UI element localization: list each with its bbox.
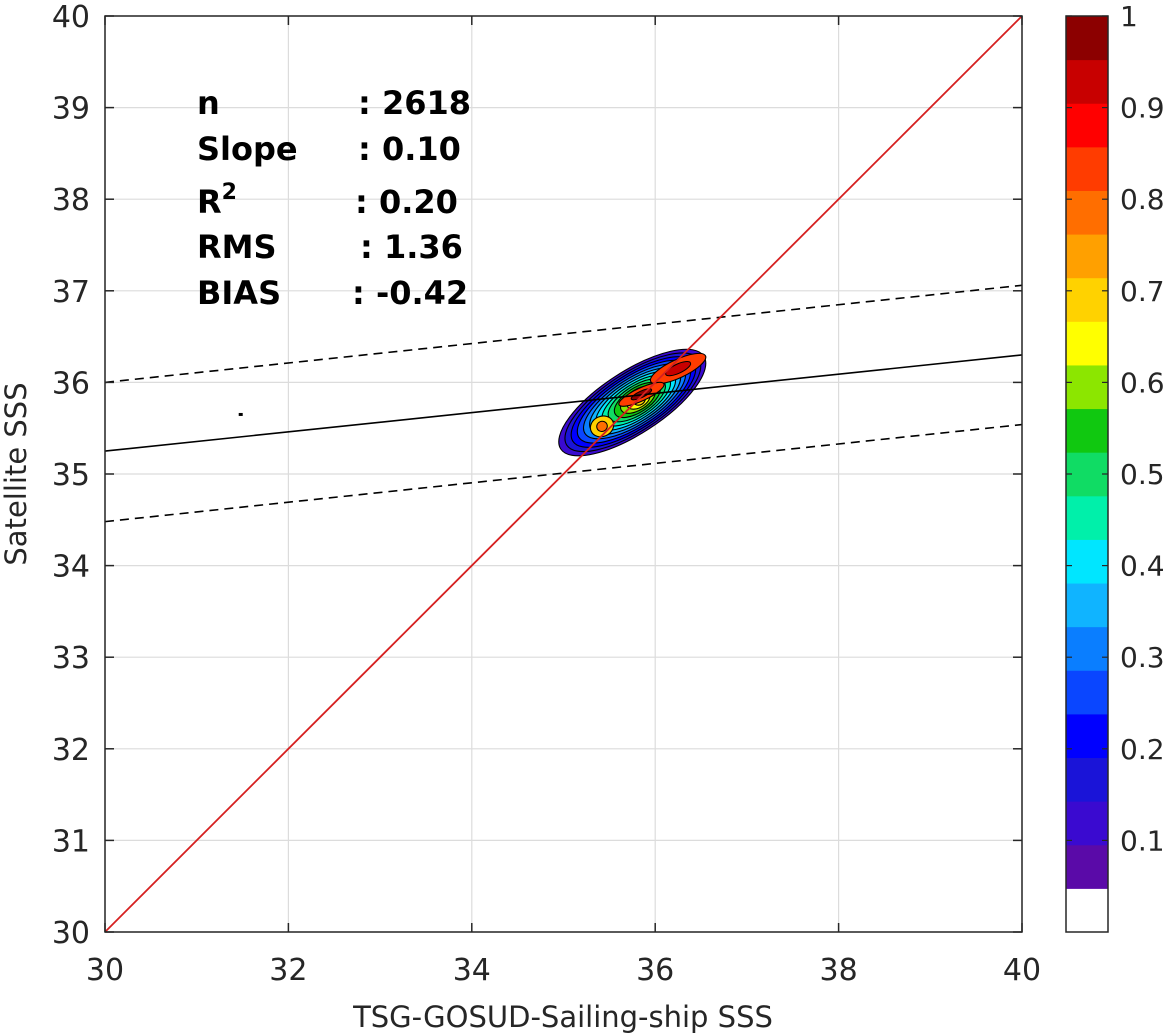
colorbar-segment <box>1066 408 1108 453</box>
regression-line <box>104 354 1023 452</box>
colorbar-segment <box>1066 321 1108 366</box>
colorbar-segment <box>1066 452 1108 497</box>
statistics-annotation: n : 2618 Slope : 0.10 R2 : 0.20 RMS : 1.36 BIAS:… <box>197 84 471 312</box>
colorbar-tick-label: 0.3 <box>1120 641 1165 674</box>
fit-lines <box>104 15 1023 933</box>
stat-value: : -0.42 <box>352 274 468 312</box>
stat-label: BIAS <box>197 274 281 312</box>
x-tick-label: 32 <box>269 953 307 988</box>
colorbar-segment <box>1066 713 1108 759</box>
stat-value: : 1.36 <box>360 228 463 266</box>
colorbar-segment <box>1066 495 1108 540</box>
colorbar-tick-label: 0.6 <box>1120 366 1165 399</box>
colorbar-tick-label: 1 <box>1120 0 1138 33</box>
stat-label: R2 <box>197 180 237 221</box>
colorbar-segment <box>1066 626 1108 671</box>
colorbar-segment <box>1066 670 1108 715</box>
x-tick-label: 38 <box>820 953 858 988</box>
density-peak <box>596 420 608 432</box>
stat-value: : 0.20 <box>355 183 458 221</box>
identity-line <box>104 15 1023 933</box>
stat-label: RMS <box>197 228 277 266</box>
y-tick-label: 30 <box>52 916 90 951</box>
colorbar-segment <box>1066 16 1108 61</box>
upper-bound-line <box>104 284 1023 384</box>
colorbar-tick-label: 0.2 <box>1120 733 1165 766</box>
colorbar-tick-label: 0.8 <box>1120 183 1165 216</box>
colorbar-segment <box>1066 757 1108 802</box>
colorbar-segment <box>1066 234 1108 279</box>
x-axis-label: TSG-GOSUD-Sailing-ship SSS <box>352 1000 773 1034</box>
y-tick-label: 34 <box>52 550 90 585</box>
y-tick-label: 33 <box>52 641 90 676</box>
colorbar-segment <box>1066 190 1108 235</box>
y-tick-label: 36 <box>52 366 90 401</box>
colorbar-segment <box>1066 277 1108 322</box>
colorbar: 0.1 0.2 0.3 0.4 0.5 0.6 0.7 0.8 0.9 1 <box>1065 0 1165 933</box>
x-tick-label: 30 <box>86 953 124 988</box>
colorbar-segment <box>1066 539 1108 584</box>
y-tick-label: 35 <box>52 458 90 493</box>
x-axis-ticks: 30 32 34 36 38 40 <box>86 16 1041 988</box>
y-tick-label: 31 <box>52 824 90 859</box>
x-tick-label: 36 <box>636 953 674 988</box>
y-tick-label: 37 <box>52 275 90 310</box>
stat-value: : 2618 <box>358 84 471 122</box>
outlier-point <box>238 412 243 416</box>
stat-label: Slope <box>197 130 298 168</box>
y-axis-label: Satellite SSS <box>0 382 33 565</box>
stat-label: n <box>197 84 220 122</box>
colorbar-tick-label: 0.9 <box>1120 92 1165 125</box>
colorbar-segment <box>1066 103 1108 148</box>
colorbar-tick-label: 0.4 <box>1120 550 1165 583</box>
x-tick-label: 34 <box>453 953 491 988</box>
y-axis-ticks: 30 31 32 33 34 35 36 37 38 39 40 <box>52 0 1022 951</box>
y-tick-label: 40 <box>52 0 90 35</box>
colorbar-tick-label: 0.5 <box>1120 458 1165 491</box>
y-tick-label: 39 <box>52 92 90 127</box>
colorbar-tick-label: 0.7 <box>1120 275 1165 308</box>
colorbar-segment <box>1066 801 1108 846</box>
colorbar-segment <box>1066 146 1108 191</box>
y-tick-label: 32 <box>52 733 90 768</box>
colorbar-segment <box>1066 888 1108 933</box>
density-peak <box>665 361 692 377</box>
colorbar-segment <box>1066 583 1108 628</box>
lower-bound-line <box>104 423 1023 523</box>
colorbar-segment <box>1066 59 1108 104</box>
y-tick-label: 38 <box>52 183 90 218</box>
x-tick-label: 40 <box>1003 953 1041 988</box>
stat-value: : 0.10 <box>358 130 461 168</box>
colorbar-segment <box>1066 844 1108 889</box>
colorbar-segment <box>1066 364 1108 410</box>
colorbar-tick-label: 0.1 <box>1120 824 1165 857</box>
density-contours <box>238 348 707 457</box>
